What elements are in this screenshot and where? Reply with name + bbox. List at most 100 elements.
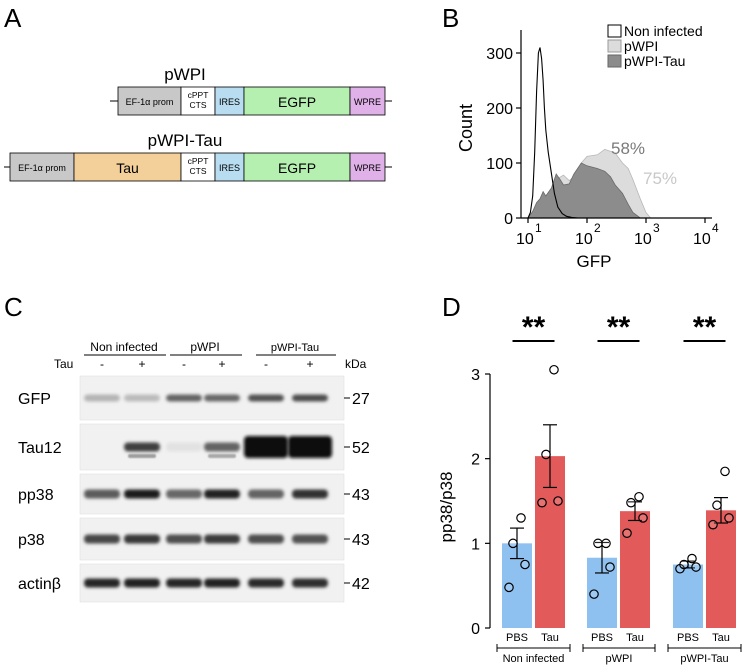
band	[204, 489, 240, 499]
element-wpre	[349, 152, 386, 182]
y-ticks: 0 1 2 3	[471, 367, 490, 638]
construct-title-pwpi-tau: pWPI-Tau	[148, 131, 223, 150]
panel-letter-b: B	[442, 3, 459, 33]
band	[124, 442, 160, 452]
data-point	[724, 513, 734, 523]
significance-stars: **	[607, 311, 631, 344]
data-point	[708, 519, 718, 530]
kda-value: 42	[352, 576, 370, 593]
x-tick-label: 10	[634, 231, 652, 248]
x-tick-exponent: 4	[712, 221, 719, 235]
element-label: cPPT	[188, 90, 209, 100]
data-point	[720, 466, 730, 477]
data-point	[712, 500, 722, 511]
significance-stars: **	[693, 311, 717, 344]
annotation-58: 58%	[611, 139, 645, 158]
element-label: EGFP	[278, 94, 316, 110]
group-label: Non infected	[503, 653, 565, 665]
group-label: pWPI-Tau	[680, 653, 728, 665]
band	[128, 454, 156, 458]
lane-sign: +	[306, 357, 313, 371]
kda-value: 52	[352, 440, 370, 457]
data-point	[638, 513, 648, 523]
y-tick-label: 100	[486, 156, 513, 173]
data-point	[626, 497, 636, 508]
legend: Non infected pWPI pWPI-Tau	[607, 23, 703, 69]
legend-swatch-pwpi-tau	[607, 54, 622, 68]
data-point	[679, 559, 689, 570]
element-label: Tau	[116, 160, 139, 176]
element-ires	[214, 152, 245, 182]
element-label: WPRE	[354, 97, 381, 107]
band	[248, 534, 284, 544]
band	[204, 394, 240, 402]
legend-label-pwpi-tau: pWPI-Tau	[624, 53, 685, 69]
kda-value: 43	[352, 532, 370, 549]
band	[292, 394, 328, 402]
band	[124, 534, 160, 544]
band	[292, 534, 328, 544]
element-label: CTS	[190, 166, 207, 176]
band	[248, 489, 284, 499]
blot-label: pp38	[18, 487, 54, 504]
data-point	[691, 562, 701, 572]
band	[84, 394, 120, 402]
bar-label: Tau	[626, 632, 644, 644]
data-point	[516, 513, 526, 523]
y-tick-label: 200	[486, 101, 513, 118]
band	[84, 534, 120, 544]
element-label: EF-1α prom	[18, 163, 66, 173]
band	[248, 394, 284, 402]
legend-swatch-non-infected	[607, 24, 622, 38]
bar-chart: 0 1 2 3 pp38/p38 PBS Tau PBS Tau PBS Tau Non infe…	[437, 311, 742, 665]
group-label-pwpi: pWPI	[190, 340, 219, 354]
blot-label: actinβ	[18, 576, 61, 593]
band	[208, 454, 236, 458]
significance-stars: **	[522, 311, 546, 344]
band	[244, 436, 288, 458]
kda-label: kDa	[345, 357, 367, 371]
element-label: cPPT	[188, 156, 209, 166]
data-point	[622, 528, 632, 538]
data-point	[601, 538, 611, 549]
lane-sign: +	[138, 357, 145, 371]
element-ef1a-prom	[9, 152, 75, 182]
construct-diagram-pwpi: pWPI EF-1α prom cPPT CTS IRES EGFP WPRE	[110, 65, 392, 116]
significance-marks: ** ** **	[512, 311, 726, 344]
x-tick-exponent: 1	[535, 221, 542, 235]
tau-row-label: Tau	[54, 357, 73, 371]
data-point	[520, 559, 530, 570]
x-axis-label: GFP	[577, 252, 612, 271]
y-tick-label: 0	[471, 621, 480, 638]
band	[166, 489, 202, 499]
band	[248, 578, 284, 588]
y-tick-label: 300	[486, 46, 513, 63]
panel-letter-a: A	[4, 3, 22, 33]
data-point	[504, 582, 514, 593]
data-point	[541, 449, 551, 460]
band	[292, 489, 328, 499]
blot-label: Tau12	[18, 440, 62, 457]
annotation-75: 75%	[643, 169, 677, 188]
data-point	[508, 538, 518, 549]
panel-letter-c: C	[4, 292, 23, 322]
lane-signs: - + - + - +	[100, 357, 314, 371]
bar-label: Tau	[541, 632, 559, 644]
bar-pwpi-tau	[620, 511, 650, 628]
x-tick-label: 10	[575, 231, 593, 248]
band	[84, 578, 120, 588]
element-label: CTS	[190, 100, 207, 110]
bar-label: Tau	[712, 632, 730, 644]
histogram-non-infected	[527, 47, 578, 219]
element-label: IRES	[219, 97, 240, 107]
data-point	[605, 562, 615, 572]
band	[166, 394, 202, 402]
band	[288, 436, 332, 458]
construct-title-pwpi: pWPI	[164, 65, 206, 84]
x-tick-exponent: 2	[594, 221, 601, 235]
data-point	[687, 553, 697, 564]
data-point	[634, 491, 644, 502]
bar-label: PBS	[591, 632, 613, 644]
